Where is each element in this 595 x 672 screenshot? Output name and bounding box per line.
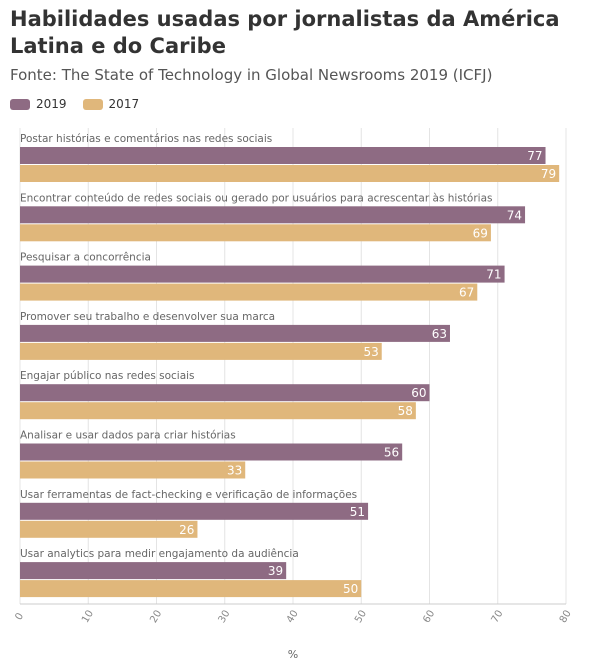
legend-label-2019: 2019 [36, 97, 67, 111]
bar-2019 [20, 443, 403, 461]
x-tick-label: 70 [490, 608, 506, 625]
legend-label-2017: 2017 [108, 97, 140, 111]
value-label-2019: 56 [384, 446, 399, 460]
x-tick-label: 0 [13, 611, 26, 622]
chart-title: Habilidades usadas por jornalistas da Am… [10, 7, 560, 58]
category-label: Postar histórias e comentários nas redes… [20, 133, 272, 145]
category-label: Engajar público nas redes sociais [20, 370, 195, 382]
value-label-2017: 79 [541, 167, 556, 181]
legend-swatch-2017 [82, 98, 103, 110]
chart-legend: 2019 2017 [10, 97, 139, 111]
value-label-2019: 39 [268, 564, 283, 578]
bar-2017 [20, 402, 416, 420]
value-label-2019: 74 [507, 208, 522, 222]
x-tick-label: 30 [217, 608, 233, 625]
value-label-2019: 51 [350, 505, 365, 519]
legend-item-2017: 2017 [82, 97, 140, 111]
value-label-2017: 69 [473, 226, 488, 240]
bar-2019 [20, 384, 430, 402]
x-tick-label: 10 [80, 608, 96, 625]
x-axis-title: % [288, 648, 298, 661]
value-label-2017: 67 [459, 286, 474, 300]
value-label-2017: 33 [227, 464, 242, 478]
value-label-2019: 60 [411, 386, 426, 400]
x-tick-label: 50 [353, 608, 369, 625]
bar-2019 [20, 265, 505, 283]
value-label-2017: 58 [398, 404, 413, 418]
bar-2019 [20, 502, 369, 520]
x-tick-label: 20 [148, 608, 164, 625]
bar-2019 [20, 562, 287, 580]
value-label-2019: 63 [432, 327, 447, 341]
x-tick-label: 80 [558, 608, 574, 625]
value-label-2017: 26 [179, 523, 194, 537]
category-label: Pesquisar a concorrência [20, 252, 151, 264]
x-tick-label: 40 [285, 608, 301, 625]
category-label: Analisar e usar dados para criar históri… [20, 430, 236, 442]
value-label-2017: 50 [343, 582, 358, 596]
value-label-2019: 71 [486, 268, 501, 282]
bar-2017 [20, 283, 478, 301]
chart-subtitle: Fonte: The State of Technology in Global… [10, 66, 493, 84]
bar-2017 [20, 224, 491, 242]
category-label: Usar analytics para medir engajamento da… [20, 548, 299, 560]
bar-2017 [20, 342, 382, 360]
bar-2017 [20, 520, 198, 538]
category-label: Usar ferramentas de fact-checking e veri… [20, 489, 357, 501]
bar-2017 [20, 165, 560, 182]
bar-2019 [20, 206, 526, 224]
bars: Postar histórias e comentários nas redes… [20, 133, 560, 598]
bar-2019 [20, 324, 450, 342]
legend-item-2019: 2019 [10, 97, 67, 111]
category-label: Promover seu trabalho e desenvolver sua … [20, 311, 275, 323]
x-axis: 0 10 20 30 40 50 60 70 80% [13, 603, 574, 661]
category-label: Encontrar conteúdo de redes sociais ou g… [20, 192, 492, 204]
bar-2019 [20, 147, 546, 164]
legend-swatch-2019 [10, 98, 30, 110]
bar-2017 [20, 580, 362, 598]
value-label-2019: 77 [527, 149, 542, 163]
x-tick-label: 60 [421, 608, 437, 625]
bar-2017 [20, 461, 246, 479]
value-label-2017: 53 [363, 345, 378, 359]
